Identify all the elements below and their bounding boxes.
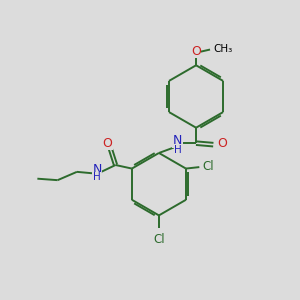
Text: CH₃: CH₃	[213, 44, 232, 54]
Text: Cl: Cl	[153, 233, 165, 246]
Text: N: N	[92, 163, 102, 176]
Text: O: O	[217, 137, 227, 150]
Text: O: O	[191, 45, 201, 58]
Text: N: N	[173, 134, 182, 147]
Text: H: H	[174, 145, 182, 155]
Text: H: H	[93, 172, 101, 182]
Text: O: O	[102, 137, 112, 150]
Text: Cl: Cl	[202, 160, 214, 173]
